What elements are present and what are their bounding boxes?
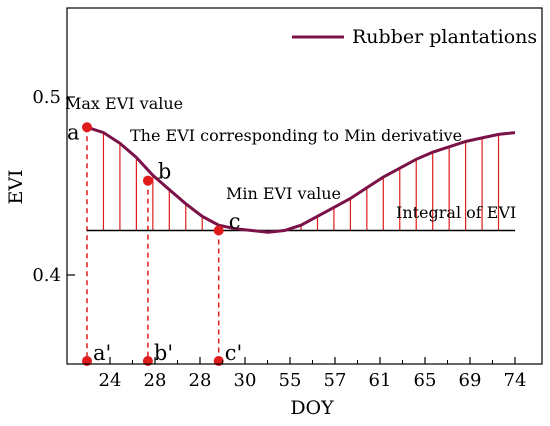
point-label-c: c (229, 210, 241, 234)
x-tick-label: 30 (234, 370, 257, 391)
point-c (213, 225, 224, 236)
point-a (82, 122, 92, 133)
point-label-a: a (67, 120, 80, 144)
plot-frame (66, 7, 543, 365)
point-label-a-prime: a' (93, 341, 111, 365)
point-label-c-prime: c' (225, 341, 243, 365)
x-tick-label: 55 (279, 370, 302, 391)
x-tick-label: 28 (189, 370, 212, 391)
y-tick-label: 0.5 (32, 87, 61, 108)
integral-stems (102, 132, 500, 231)
x-axis-title: DOY (290, 397, 334, 419)
point-b (142, 175, 153, 186)
x-tick-label: 74 (504, 370, 527, 391)
annotation-integral: Integral of EVI (396, 203, 516, 222)
annotation-min-evi: Min EVI value (226, 184, 341, 203)
point-label-b-prime: b' (154, 341, 173, 365)
x-tick-label: 24 (99, 370, 122, 391)
annotation-min-derivative: The EVI corresponding to Min derivative (130, 126, 462, 145)
x-tick-label: 69 (459, 370, 482, 391)
key-points: a a' b b' c c' (67, 120, 242, 366)
legend-label-rubber-plantations: Rubber plantations (352, 26, 537, 48)
y-axis-title: EVI (5, 169, 27, 204)
drop-lines (86, 127, 220, 361)
series-line-rubber-plantations (86, 125, 516, 234)
x-axis-ticks: 24 28 28 30 55 57 61 65 69 74 (99, 357, 527, 391)
annotation-max-evi: Max EVI value (65, 94, 183, 113)
y-tick-label: 0.4 (32, 265, 61, 286)
x-tick-label: 28 (144, 370, 167, 391)
x-tick-label: 61 (369, 370, 392, 391)
x-tick-label: 57 (324, 370, 347, 391)
point-label-b: b (158, 160, 171, 184)
x-tick-label: 65 (414, 370, 437, 391)
y-axis-ticks: 0.4 0.5 (32, 87, 75, 286)
